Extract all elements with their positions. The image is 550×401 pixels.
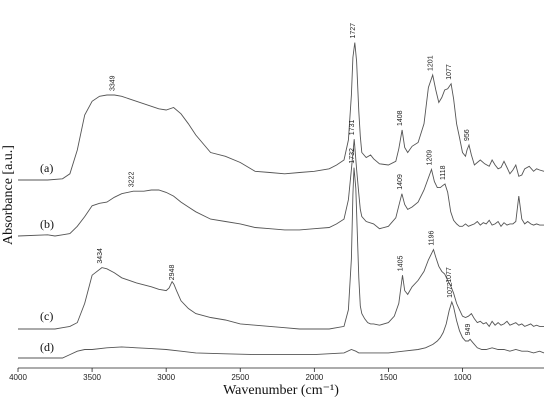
peak-label-7: 3222 xyxy=(128,172,135,188)
peak-label-2: 1727 xyxy=(350,23,357,39)
x-tick-label-2: 3500 xyxy=(83,373,101,382)
x-tick-label-4: 2500 xyxy=(231,373,249,382)
x-tick-label-1: 4000 xyxy=(9,373,27,382)
peak-label-3: 1408 xyxy=(397,110,404,126)
peak-label-8: 1731 xyxy=(349,120,356,136)
spectrum-line-1 xyxy=(18,42,545,181)
peak-label-12: 3434 xyxy=(97,248,104,264)
trace-label-2: (b) xyxy=(40,217,54,231)
peak-label-16: 1196 xyxy=(429,230,436,245)
peak-label-1: 3349 xyxy=(110,75,117,91)
x-tick-label-7: 1000 xyxy=(454,373,472,382)
peak-label-10: 1209 xyxy=(427,150,434,166)
plot-area: (a) (b) (c) (d) 3349 1727 1408 1201 1077 956 3222 1… xyxy=(17,23,545,359)
peak-label-11: 1118 xyxy=(440,165,447,180)
peak-label-17: 1077 xyxy=(446,267,453,283)
spectrum-line-3 xyxy=(18,167,544,330)
y-axis-title: Absorbance [a.u.] xyxy=(1,145,16,245)
peak-label-18: 1072 xyxy=(447,282,454,298)
peak-label-6: 956 xyxy=(464,129,471,141)
x-tick-label-5: 2000 xyxy=(305,373,323,382)
spectrum-line-2 xyxy=(17,139,544,237)
peak-label-13: 2948 xyxy=(169,265,176,281)
x-tick-label-6: 1500 xyxy=(380,373,398,382)
peak-label-5: 1077 xyxy=(446,64,453,80)
spectrum-line-4 xyxy=(18,300,545,359)
peak-label-9: 1409 xyxy=(397,174,404,190)
x-tick-label-3: 3000 xyxy=(157,373,175,382)
x-axis-title: Wavenumber (cm⁻¹) xyxy=(223,383,339,398)
trace-label-1: (a) xyxy=(40,161,53,175)
x-axis: 4000 3500 3000 2500 2000 1500 1000 xyxy=(9,367,544,382)
peak-label-15: 1405 xyxy=(398,256,405,272)
peak-label-19: 949 xyxy=(465,324,472,336)
trace-label-3: (c) xyxy=(40,309,53,323)
trace-label-4: (d) xyxy=(40,340,54,354)
peak-label-4: 1201 xyxy=(428,55,435,71)
peak-label-14: 1732 xyxy=(349,148,356,164)
